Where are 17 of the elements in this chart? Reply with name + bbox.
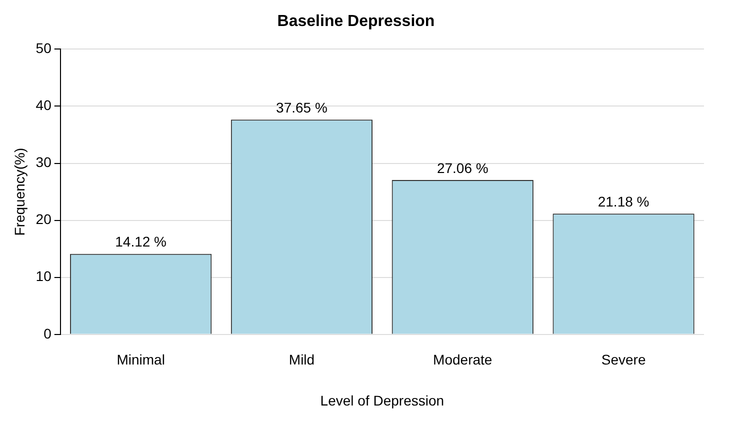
y-tick-label: 10 <box>36 268 52 284</box>
y-tick-label: 30 <box>36 154 52 170</box>
x-axis-title: Level of Depression <box>320 392 444 408</box>
data-label: 21.18 % <box>598 193 650 210</box>
y-tick-label: 0 <box>44 325 52 342</box>
y-axis-title: Frequency(%) <box>11 148 28 236</box>
y-tick-label: 50 <box>36 40 52 56</box>
y-tick-label: 20 <box>36 211 52 228</box>
x-tick-label: Minimal <box>116 352 165 368</box>
data-label: 37.65 % <box>276 100 328 116</box>
y-tick-label: 40 <box>36 97 52 114</box>
x-tick-label: Severe <box>601 352 646 368</box>
data-label: 27.06 % <box>436 160 488 176</box>
x-tick-label: Moderate <box>433 352 492 368</box>
x-tick-label: Mild <box>288 352 315 368</box>
chart-title: Baseline Depression <box>277 13 435 30</box>
data-label: 14.12 % <box>115 234 167 250</box>
